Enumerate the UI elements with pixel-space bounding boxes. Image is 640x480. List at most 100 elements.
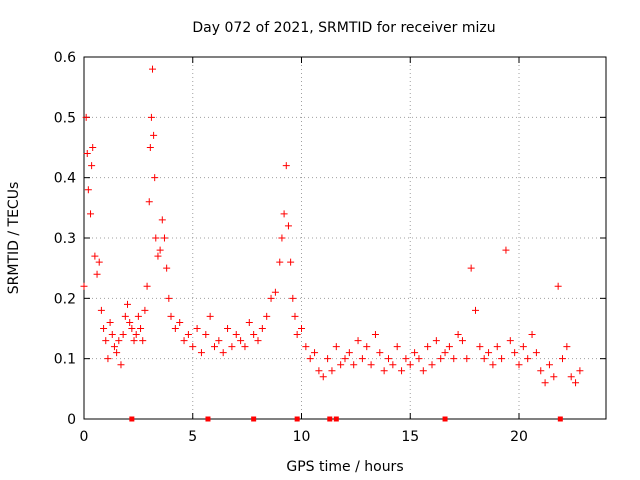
data-point [358, 355, 366, 363]
data-point [532, 349, 540, 357]
y-tick-label: 0.5 [54, 110, 76, 126]
data-point [141, 306, 149, 314]
x-axis: 0 5 10 15 20 [80, 57, 528, 445]
data-point [385, 355, 392, 363]
gap-marker [333, 416, 339, 422]
data-point [450, 355, 458, 363]
data-point [156, 246, 164, 254]
data-point [151, 174, 159, 182]
data-point [87, 210, 95, 218]
gap-marker [205, 416, 211, 422]
data-point [367, 361, 375, 369]
gap-marker [294, 416, 300, 422]
data-point [154, 252, 162, 260]
data-point [224, 325, 232, 332]
data-point [211, 343, 218, 351]
data-point [528, 331, 536, 339]
data-point [250, 331, 258, 339]
data-point [345, 349, 353, 357]
data-point [263, 312, 271, 320]
data-point [545, 361, 553, 369]
data-point [167, 312, 175, 320]
data-point [463, 355, 471, 363]
data-point [284, 222, 292, 230]
data-point [376, 349, 384, 357]
y-tick-label: 0.6 [54, 50, 76, 66]
data-point [576, 367, 584, 375]
data-point [130, 337, 138, 345]
y-tick-label: 0.1 [54, 352, 76, 368]
data-point [143, 282, 151, 290]
data-point [102, 337, 110, 345]
data-point [467, 264, 475, 272]
data-point [380, 367, 388, 375]
data-point [215, 337, 223, 345]
data-point [493, 343, 501, 351]
data-point [139, 337, 147, 345]
x-axis-label: GPS time / hours [286, 459, 403, 475]
data-point [100, 325, 108, 332]
data-point [371, 331, 379, 339]
data-point [563, 343, 571, 351]
data-point [219, 349, 227, 357]
data-point [184, 331, 192, 339]
data-point [287, 258, 295, 266]
data-point [402, 355, 410, 363]
data-point [134, 312, 142, 320]
x-tick-label: 10 [293, 429, 311, 445]
data-point [393, 343, 401, 351]
data-point [502, 246, 510, 254]
data-point [95, 258, 103, 266]
data-point [93, 270, 101, 278]
data-point [572, 379, 580, 387]
data-point [150, 131, 158, 139]
data-point [97, 306, 105, 314]
data-point [515, 361, 523, 369]
data-point [197, 349, 205, 357]
data-point [267, 294, 275, 302]
data-point [146, 144, 154, 151]
data-point [89, 144, 97, 151]
data-point [363, 343, 371, 351]
y-tick-label: 0.2 [54, 291, 76, 307]
data-point [485, 349, 493, 357]
data-point [158, 216, 166, 224]
data-point [137, 325, 145, 332]
data-point [276, 258, 284, 266]
data-point [237, 337, 245, 345]
data-point [554, 282, 562, 290]
data-point [108, 331, 116, 339]
data-point [519, 343, 527, 351]
data-point [106, 318, 114, 326]
data-point [121, 312, 129, 320]
gap-marker [129, 416, 135, 422]
data-point [80, 282, 88, 290]
data-point [189, 343, 197, 351]
data-point [88, 162, 96, 170]
x-tick-label: 0 [80, 429, 89, 445]
chart-title: Day 072 of 2021, SRMTID for receiver miz… [192, 20, 495, 36]
data-point [145, 198, 153, 206]
data-point [419, 367, 427, 375]
data-point [524, 355, 532, 363]
data-point [147, 113, 155, 121]
y-axis-label: SRMTID / TECUs [6, 182, 22, 295]
data-point [202, 331, 210, 339]
data-point [280, 210, 288, 218]
data-point [126, 318, 134, 326]
x-tick-label: 5 [188, 429, 197, 445]
data-point [389, 361, 397, 369]
data-point [428, 361, 436, 369]
data-point [160, 234, 168, 242]
data-point [302, 343, 310, 351]
data-point [291, 312, 299, 320]
data-point [328, 367, 336, 375]
data-point [454, 331, 462, 339]
data-point [104, 355, 112, 363]
gap-marker [442, 416, 448, 422]
data-point [206, 312, 214, 320]
data-point [541, 379, 549, 387]
data-point [315, 367, 323, 375]
data-point [289, 294, 297, 302]
data-point [82, 113, 90, 121]
